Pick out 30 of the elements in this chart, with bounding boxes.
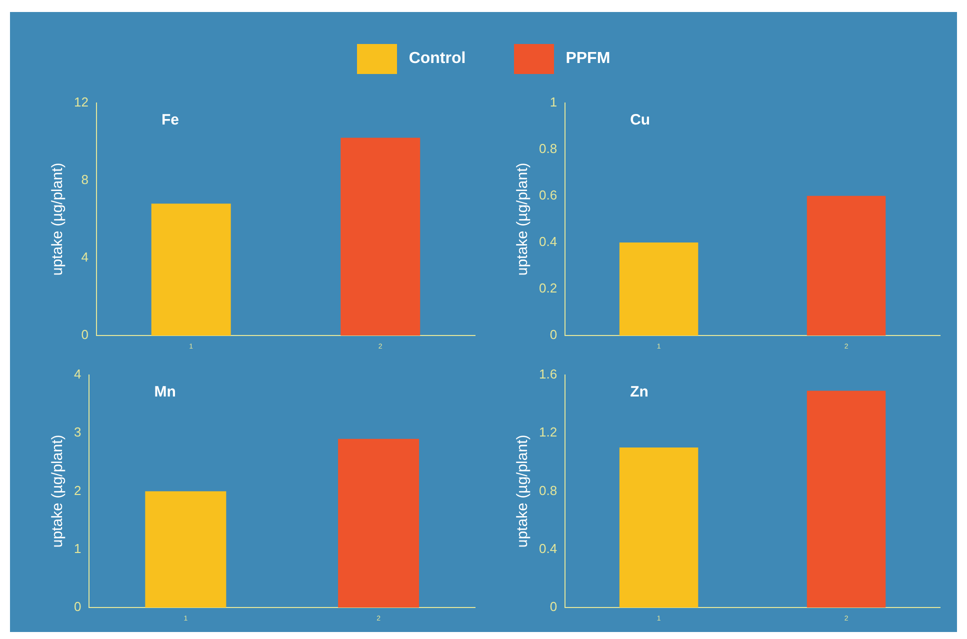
y-tick-label: 0 [74,599,82,614]
y-axis-title: uptake (µg/plant) [49,434,66,548]
y-tick-label: 1.6 [538,366,558,382]
text: Mn [154,383,176,400]
y-tick-label: 0 [81,327,88,342]
y-tick-label: 0.8 [538,482,558,498]
y-tick-label: 3 [74,424,82,440]
y-tick-label: 0.4 [538,540,558,556]
y-tick-label: 1 [74,540,82,556]
y-tick-label: 0 [550,599,558,614]
y-tick-label: 0 [550,327,558,342]
y-tick-label: 12 [74,94,88,110]
y-tick-label: 0.6 [538,188,558,202]
y-axis-title: uptake (µg/plant) [514,162,532,276]
y-tick-label: 2 [74,482,82,498]
y-tick-label: 0.2 [538,280,558,296]
text: Cu [630,111,650,128]
text: Fe [161,111,179,128]
legend-label: PPFM [566,50,610,68]
y-tick-label: 0.4 [538,234,558,250]
y-axis-title: uptake (µg/plant) [514,434,532,548]
legend-label: Control [408,50,466,68]
y-tick-label: 0.8 [538,140,558,156]
text: Zn [630,383,648,400]
y-tick-label: 8 [81,172,88,187]
y-tick-label: 1.2 [538,424,558,440]
y-axis-title: uptake (µg/plant) [49,162,66,276]
y-tick-label: 1 [550,94,558,110]
y-tick-label: 4 [74,366,82,382]
y-tick-label: 4 [81,250,88,265]
